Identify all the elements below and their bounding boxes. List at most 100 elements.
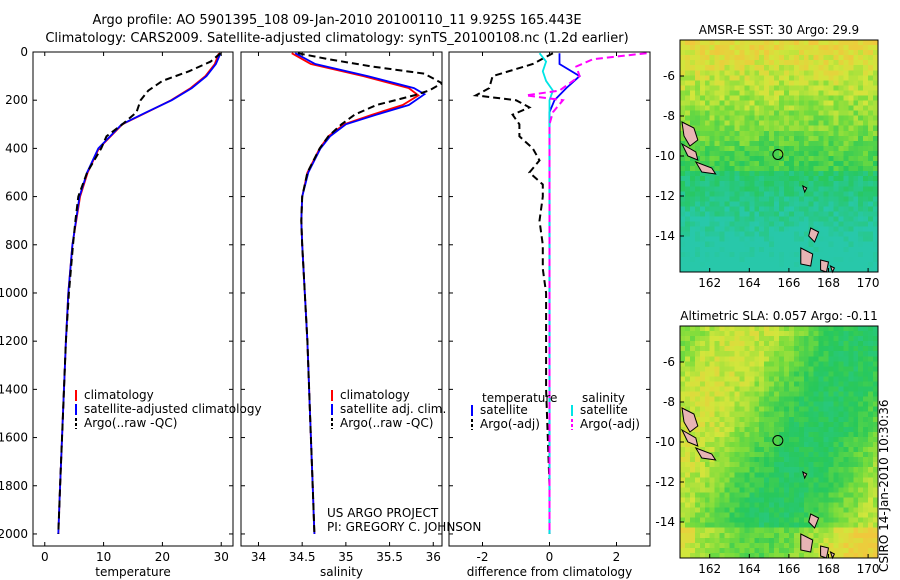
altimetric_sla-cell	[689, 381, 696, 388]
amsre_sst-cell	[680, 181, 686, 187]
amsre_sst-cell	[863, 50, 869, 56]
altimetric_sla-cell	[783, 386, 790, 393]
amsre_sst-cell	[779, 85, 785, 91]
altimetric_sla-title: Altimetric SLA: 0.057 Argo: -0.11	[680, 309, 877, 323]
altimetric_sla-cell	[798, 361, 805, 367]
amsre_sst-cell	[769, 50, 775, 56]
amsre_sst-cell	[828, 45, 834, 51]
altimetric_sla-cell	[783, 527, 790, 534]
altimetric_sla-cell	[734, 447, 740, 453]
amsre_sst-cell	[823, 145, 829, 152]
amsre_sst-cell	[749, 206, 755, 212]
altimetric_sla-cell	[833, 502, 839, 509]
altimetric_sla-cell	[813, 547, 820, 554]
altimetric_sla-cell	[793, 386, 800, 393]
altimetric_sla-cell	[828, 421, 834, 428]
altimetric_sla-cell	[694, 396, 701, 403]
amsre_sst-cell	[868, 216, 874, 223]
altimetric_sla-cell	[843, 527, 849, 534]
altimetric_sla-cell	[848, 442, 854, 448]
amsre_sst-cell	[813, 166, 820, 172]
altimetric_sla-cell	[699, 341, 706, 347]
salinity-series-group	[291, 52, 442, 535]
altimetric_sla-cell	[783, 447, 790, 453]
amsre_sst-cell	[680, 135, 686, 142]
altimetric_sla-cell	[749, 371, 755, 377]
amsre_sst-cell	[838, 110, 844, 117]
amsre_sst-cell	[734, 105, 740, 112]
amsre_sst-cell	[798, 130, 805, 137]
amsre_sst-cell	[823, 206, 829, 212]
amsre_sst-cell	[744, 226, 750, 233]
altimetric_sla-cell	[699, 391, 706, 398]
altimetric_sla-cell	[704, 462, 711, 468]
amsre_sst-cell	[749, 261, 755, 268]
amsre_sst-cell	[699, 75, 706, 81]
altimetric_sla-cell	[759, 457, 765, 463]
altimetric_sla-cell	[868, 507, 874, 514]
amsre_sst-cell	[689, 241, 696, 248]
amsre_sst-cell	[838, 176, 844, 182]
altimetric_sla-cell	[798, 527, 805, 534]
temperature-series-1-line	[57, 52, 222, 535]
altimetric_sla-xtick-label: 170	[857, 562, 880, 576]
amsre_sst-cell	[853, 95, 859, 102]
amsre_sst-cell	[689, 196, 696, 202]
amsre_sst-cell	[709, 256, 716, 263]
altimetric_sla-island-3	[801, 471, 808, 480]
amsre_sst-cell	[689, 191, 696, 197]
altimetric_sla-cell	[704, 507, 711, 514]
amsre_sst-cell	[833, 201, 839, 207]
altimetric_sla-cell	[734, 472, 740, 478]
altimetric_sla-cell	[823, 442, 829, 448]
altimetric_sla-cell	[764, 452, 770, 458]
altimetric_sla-cell	[873, 452, 879, 458]
altimetric_sla-cell	[803, 477, 810, 483]
amsre_sst-cell	[714, 246, 721, 253]
amsre_sst-cell	[684, 236, 691, 243]
altimetric_sla-cell	[699, 436, 706, 443]
altimetric_sla-cell	[704, 517, 711, 524]
amsre_sst-cell	[719, 85, 726, 91]
amsre_sst-cell	[853, 256, 859, 263]
amsre_sst-cell	[843, 171, 849, 177]
altimetric_sla-cell	[739, 351, 745, 357]
altimetric_sla-cell	[858, 542, 864, 549]
amsre_sst-cell	[704, 186, 711, 192]
altimetric_sla-cell	[724, 396, 730, 403]
amsre_sst-cell	[759, 80, 765, 86]
altimetric_sla-cell	[818, 411, 825, 418]
amsre_sst-cell	[769, 65, 775, 71]
amsre_sst-cell	[739, 120, 745, 127]
amsre_sst-cell	[808, 206, 815, 212]
altimetric_sla-cell	[783, 487, 790, 493]
amsre_sst-cell	[828, 90, 834, 96]
amsre_sst-cell	[823, 156, 829, 162]
altimetric_sla-cell	[788, 341, 795, 347]
amsre_sst-cell	[873, 246, 879, 253]
altimetric_sla-cell	[793, 522, 800, 529]
altimetric_sla-cell	[833, 457, 839, 463]
altimetric_sla-cell	[739, 477, 745, 483]
amsre_sst-cell	[798, 70, 805, 76]
altimetric_sla-cell	[783, 336, 790, 342]
altimetric_sla-cell	[729, 492, 735, 498]
amsre_sst-cell	[759, 206, 765, 212]
altimetric_sla-cell	[838, 361, 844, 367]
amsre_sst-cell	[709, 75, 716, 81]
amsre_sst-cell	[868, 181, 874, 187]
amsre_sst-cell	[749, 140, 755, 147]
altimetric_sla-cell	[749, 336, 755, 342]
amsre_sst-cell	[734, 261, 740, 268]
amsre_sst-cell	[838, 216, 844, 223]
altimetric_sla-cell	[754, 396, 760, 403]
altimetric_sla-cell	[828, 502, 834, 509]
altimetric_sla-cell	[779, 346, 785, 352]
amsre_sst-cell	[803, 120, 810, 127]
altimetric_sla-cell	[764, 542, 770, 549]
amsre_sst-cell	[734, 241, 740, 248]
altimetric_sla-cell	[704, 356, 711, 362]
altimetric_sla-cell	[759, 447, 765, 453]
altimetric_sla-cell	[803, 492, 810, 498]
altimetric_sla-cell	[704, 351, 711, 357]
